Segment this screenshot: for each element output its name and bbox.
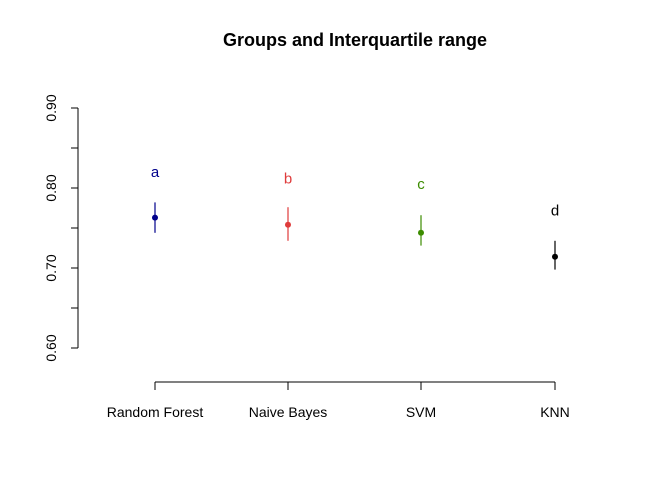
x-tick-label: SVM — [406, 404, 436, 420]
y-tick-label: 0.60 — [43, 334, 59, 361]
median-point — [552, 253, 558, 260]
group-label: d — [551, 202, 559, 219]
group-label: b — [284, 170, 292, 187]
median-point — [152, 214, 158, 221]
x-axis: Random Forest Naive Bayes SVM KNN — [107, 381, 570, 420]
y-axis: 0.60 0.70 0.80 0.90 — [43, 94, 79, 362]
median-point — [418, 229, 424, 236]
group-label: c — [417, 176, 425, 193]
y-tick-label: 0.70 — [43, 254, 59, 281]
y-tick-label: 0.90 — [43, 94, 59, 121]
x-tick-label: Naive Bayes — [249, 404, 328, 420]
x-tick-label: Random Forest — [107, 404, 204, 420]
median-point — [285, 221, 291, 228]
chart-marks: a b c d — [151, 164, 559, 270]
group-label: a — [151, 164, 160, 181]
x-tick-label: KNN — [540, 404, 570, 420]
chart-title: Groups and Interquartile range — [223, 30, 487, 50]
y-tick-label: 0.80 — [43, 174, 59, 201]
